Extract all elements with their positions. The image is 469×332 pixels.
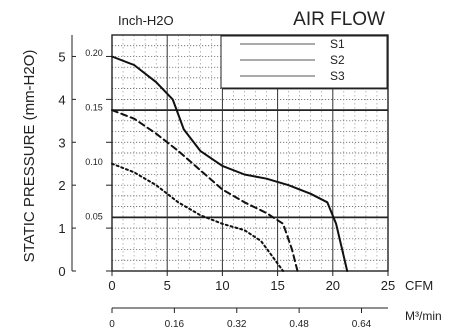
x-tick-label: 25 (381, 278, 395, 293)
legend-label-s3: S3 (330, 69, 345, 83)
axes (71, 34, 389, 313)
legend-label-s2: S2 (330, 53, 345, 67)
legend-label-s1: S1 (330, 37, 345, 51)
inch-tick-label: 0.05 (85, 212, 103, 222)
legend-box (220, 35, 388, 89)
y-tick-label: 4 (58, 92, 65, 107)
x-unit-label: CFM (405, 278, 433, 293)
x2-tick-label: 0.64 (352, 319, 372, 330)
chart-title: AIR FLOW (293, 9, 385, 30)
x-tick-label: 20 (326, 278, 340, 293)
y-tick-label: 5 (58, 49, 65, 64)
plot-frame (111, 34, 389, 272)
x-tick-label: 0 (108, 278, 115, 293)
inch-tick-label: 0.10 (85, 157, 103, 167)
x-tick-label: 10 (215, 278, 229, 293)
series-line-s2 (111, 109, 299, 272)
y-tick-label: 1 (58, 221, 65, 236)
x2-unit-label: M³/min (405, 309, 442, 323)
inch-tick-label: 0.20 (85, 48, 103, 58)
x-tick-label: 15 (270, 278, 284, 293)
inch-unit-label: Inch-H2O (118, 13, 174, 28)
curves (111, 55, 349, 272)
y-tick-label: 3 (58, 135, 65, 150)
series-line-s3 (111, 55, 349, 272)
series-line-s1 (111, 162, 285, 272)
y-tick-label: 2 (58, 178, 65, 193)
inch-tick-label: 0.15 (85, 103, 103, 113)
x2-tick-label: 0.16 (165, 319, 185, 330)
texts: 0 1 2 3 4 5 0.05 0.10 0.15 0.20 0 5 10 15 20 25 CFM 0 0.16… (21, 9, 442, 330)
x2-tick-label: 0.48 (289, 319, 309, 330)
x2-tick-label: 0 (109, 319, 115, 330)
x2-tick-label: 0.32 (227, 319, 247, 330)
legend: S1 S2 S3 (220, 35, 388, 89)
y-axis-title: STATIC PRESSURE (mm-H2O) (21, 50, 38, 263)
y-tick-label: 0 (58, 264, 65, 279)
x-tick-label: 5 (164, 278, 171, 293)
